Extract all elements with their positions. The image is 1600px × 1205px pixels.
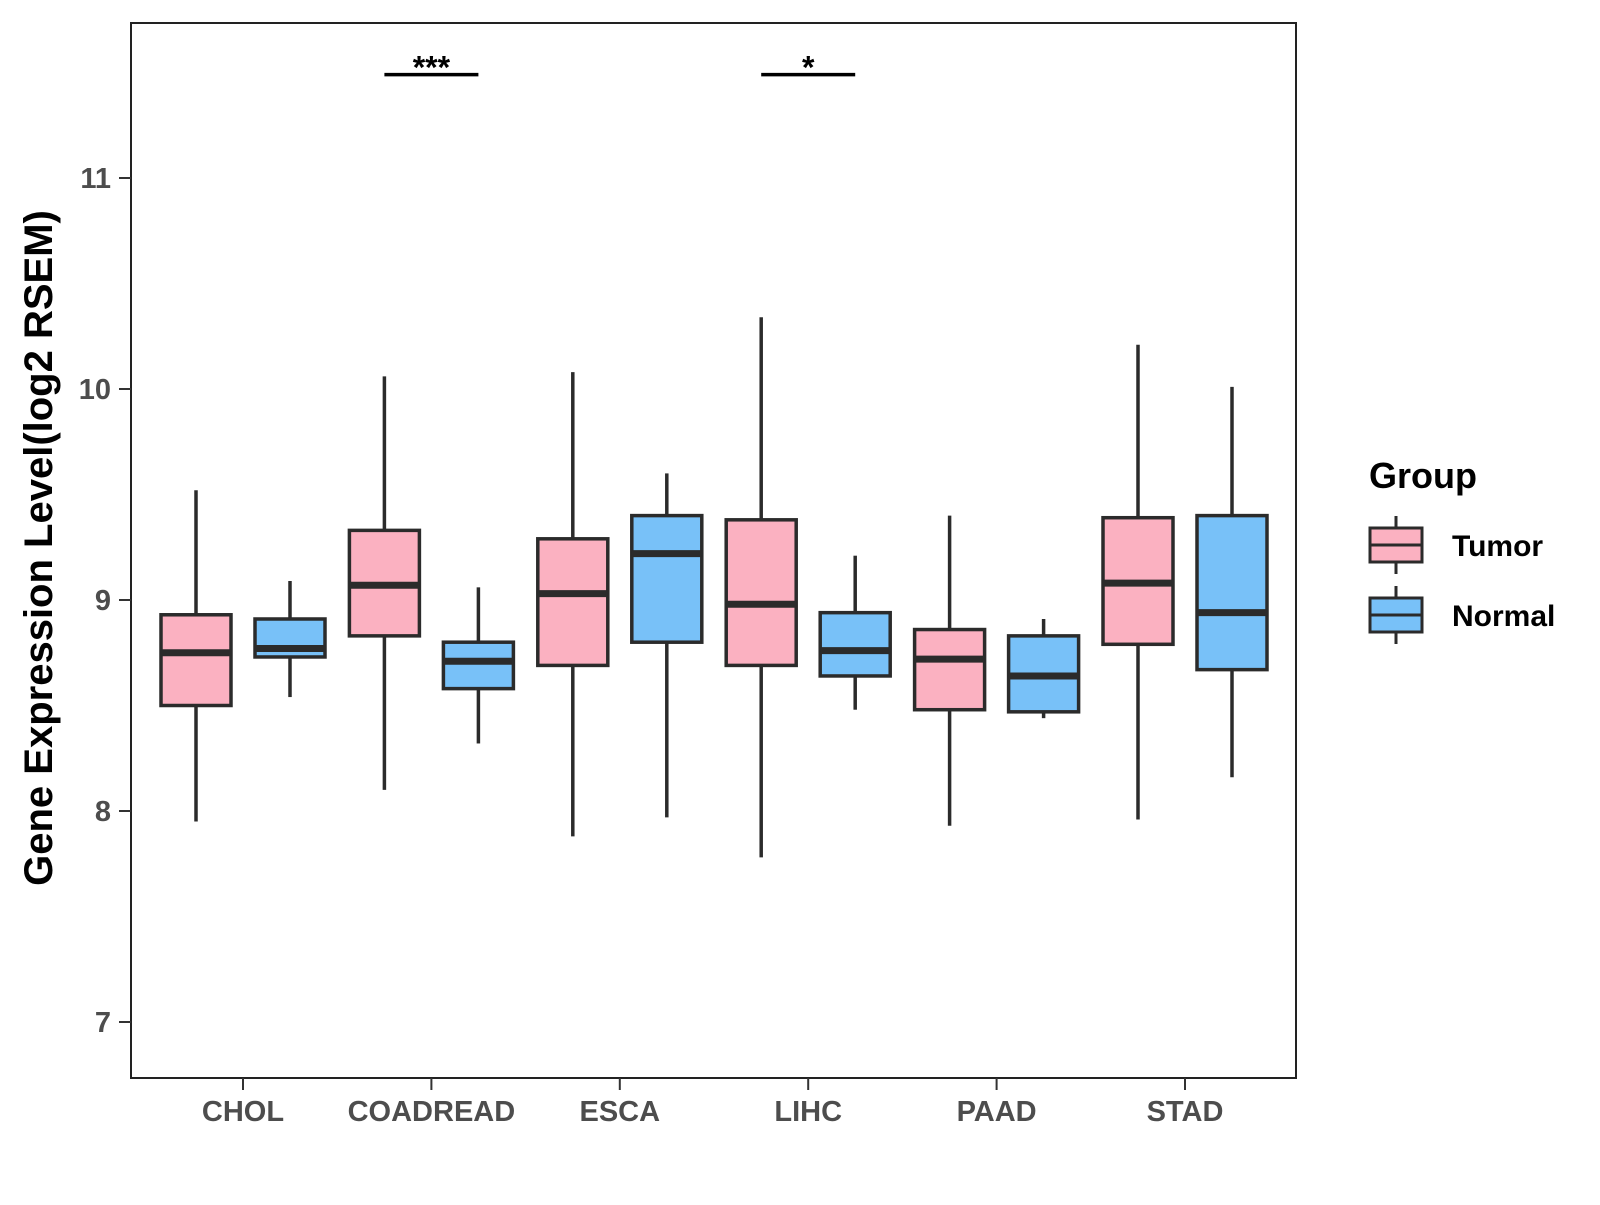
significance-label: *: [802, 50, 815, 86]
legend-entry-label: Normal: [1452, 600, 1555, 633]
legend-entry-tumor: Tumor: [1368, 516, 1543, 574]
boxes-layer: [159, 317, 1269, 858]
box-iqr: [912, 627, 987, 712]
box-tumor-stad: [1101, 344, 1175, 820]
x-tick-label: PAAD: [957, 1096, 1037, 1128]
y-axis-label: Gene Expression Level(log2 RSEM): [17, 210, 61, 886]
legend-title: Group: [1369, 455, 1477, 496]
box-iqr: [1195, 513, 1269, 672]
box-tumor-lihc: [724, 317, 798, 858]
x-tick-label: STAD: [1147, 1096, 1224, 1128]
x-tick-label: COADREAD: [348, 1096, 516, 1128]
plot-panel-border: [130, 22, 1297, 1079]
box-iqr: [630, 513, 704, 644]
legend-entry-label: Tumor: [1452, 530, 1543, 563]
y-tick-label: 11: [80, 163, 111, 195]
y-tick-label: 8: [95, 796, 111, 828]
box-iqr: [536, 537, 610, 668]
box-tumor-esca: [536, 372, 610, 837]
legend: Group Tumor Normal: [1368, 455, 1555, 644]
y-tick-label: 7: [95, 1007, 111, 1039]
box-tumor-coadread: [347, 376, 422, 790]
x-tick-label: CHOL: [202, 1096, 284, 1128]
box-normal-coadread: [441, 587, 516, 744]
axes-layer: 7 8 9 10 11 CHOL COADREAD ESCA LIHC PAAD STAD: [79, 22, 1297, 1128]
box-normal-esca: [630, 473, 704, 818]
box-iqr: [818, 610, 892, 678]
y-tick-label: 10: [79, 374, 111, 406]
box-tumor-paad: [912, 515, 987, 826]
box-normal-stad: [1195, 386, 1269, 778]
box-normal-lihc: [818, 555, 892, 710]
box-iqr: [441, 640, 516, 691]
x-tick-label: ESCA: [580, 1096, 661, 1128]
significance-label: ***: [413, 50, 451, 86]
box-normal-chol: [253, 581, 327, 698]
box-normal-paad: [1006, 618, 1081, 719]
box-tumor-chol: [159, 490, 233, 822]
significance-layer: *** *: [384, 50, 856, 86]
box-iqr: [159, 613, 233, 708]
legend-entry-normal: Normal: [1368, 586, 1555, 644]
box-iqr: [724, 518, 798, 668]
x-tick-label: LIHC: [774, 1096, 842, 1128]
y-tick-label: 9: [95, 585, 111, 617]
